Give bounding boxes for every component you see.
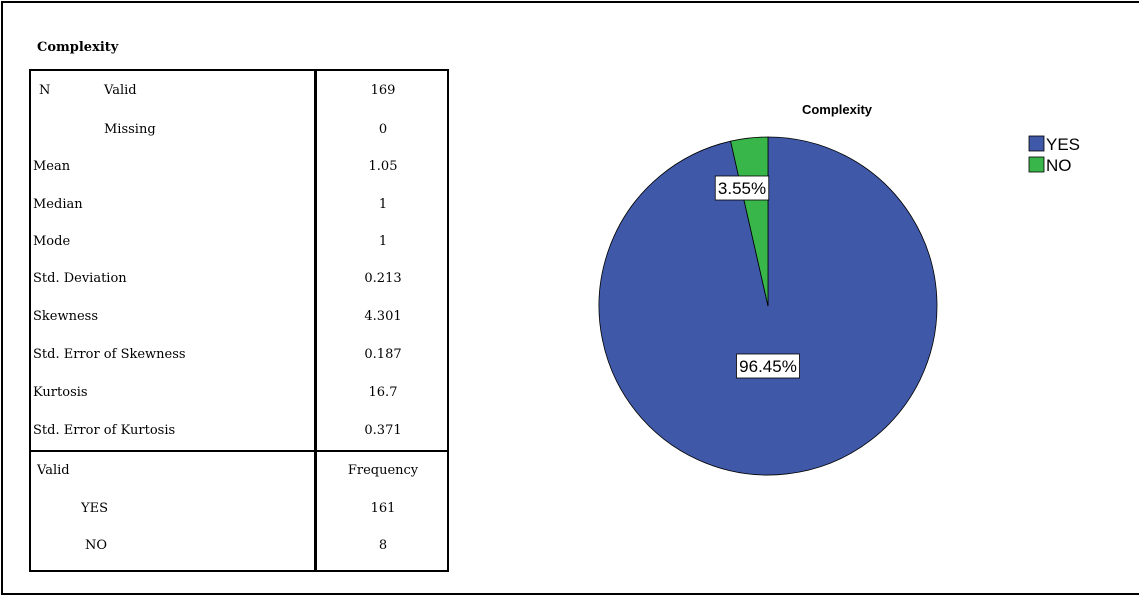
freq-row-value-yes: 161 (370, 501, 396, 516)
statistics-table: N Valid 169 Missing 0 Mean 1.05 Median 1… (29, 69, 449, 572)
svg-text:3.55%: 3.55% (718, 179, 766, 198)
row-value-kurtosis: 16.7 (368, 385, 398, 400)
row-label-mean: Mean (33, 159, 71, 174)
freq-row-label-no: NO (85, 538, 108, 553)
pie-data-label-no: 3.55% (714, 175, 770, 201)
table-title: Complexity (37, 40, 119, 55)
table-column-divider (314, 71, 317, 570)
row-label-std-error-skewness: Std. Error of Skewness (33, 347, 186, 362)
pie-data-label-yes: 96.45% (736, 353, 800, 379)
row-value-skewness: 4.301 (364, 309, 402, 324)
row-label-std-error-kurtosis: Std. Error of Kurtosis (33, 423, 176, 438)
legend-label-no: NO (1046, 156, 1072, 175)
row-value-mean: 1.05 (368, 159, 398, 174)
table-section-divider (31, 450, 447, 452)
row-value-median: 1 (378, 197, 388, 212)
legend-swatch-yes (1028, 135, 1045, 152)
row-label-median: Median (33, 197, 83, 212)
row-value-n-missing: 0 (378, 122, 388, 137)
row-sublabel-missing: Missing (104, 122, 156, 137)
row-value-std-deviation: 0.213 (364, 271, 402, 286)
svg-text:96.45%: 96.45% (739, 357, 797, 376)
freq-header-value: Frequency (347, 463, 419, 478)
chart-legend: YES NO (1028, 135, 1080, 175)
row-label-mode: Mode (33, 234, 71, 249)
chart-title: Complexity (802, 102, 873, 117)
row-sublabel-valid: Valid (104, 83, 137, 98)
row-value-mode: 1 (378, 234, 388, 249)
row-label-std-deviation: Std. Deviation (33, 271, 127, 286)
row-value-n-valid: 169 (370, 83, 396, 98)
row-value-std-error-kurtosis: 0.371 (364, 423, 402, 438)
freq-header-label: Valid (37, 463, 70, 478)
row-label-kurtosis: Kurtosis (33, 385, 88, 400)
legend-swatch-no (1028, 156, 1045, 173)
row-label-n: N (39, 83, 51, 98)
freq-row-value-no: 8 (378, 538, 388, 553)
freq-row-label-yes: YES (81, 501, 108, 516)
row-label-skewness: Skewness (33, 309, 99, 324)
pie-chart: Complexity 96.45% 3.55% YES NO (598, 102, 1080, 476)
row-value-std-error-skewness: 0.187 (364, 347, 402, 362)
legend-label-yes: YES (1046, 135, 1080, 154)
